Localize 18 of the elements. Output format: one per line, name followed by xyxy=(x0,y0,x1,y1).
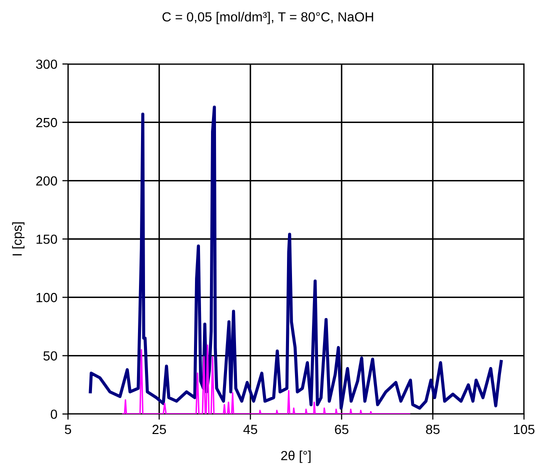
x-tick-label: 65 xyxy=(334,424,348,434)
y-tick-label: 0 xyxy=(50,410,58,419)
line-series xyxy=(88,106,503,410)
y-tick-label: 250 xyxy=(36,118,58,128)
x-tick-label: 105 xyxy=(514,424,534,434)
y-tick-label: 200 xyxy=(36,176,58,186)
y-tick-label: 50 xyxy=(43,351,58,361)
x-tick-label: 45 xyxy=(243,424,258,434)
x-tick-label: 25 xyxy=(152,424,166,434)
y-tick-label: 150 xyxy=(36,234,58,244)
x-tick-label: 85 xyxy=(426,424,440,434)
line-series xyxy=(122,344,410,414)
y-tick-label: 300 xyxy=(36,60,58,69)
chart-title: C = 0,05 [mol/dm³], T = 80°C, NaOH xyxy=(162,12,374,24)
y-tick-label: 100 xyxy=(36,292,58,302)
y-axis-title: I [cps] xyxy=(12,222,24,256)
x-axis-title: 2θ [°] xyxy=(281,450,311,463)
x-tick-label: 5 xyxy=(64,424,72,434)
